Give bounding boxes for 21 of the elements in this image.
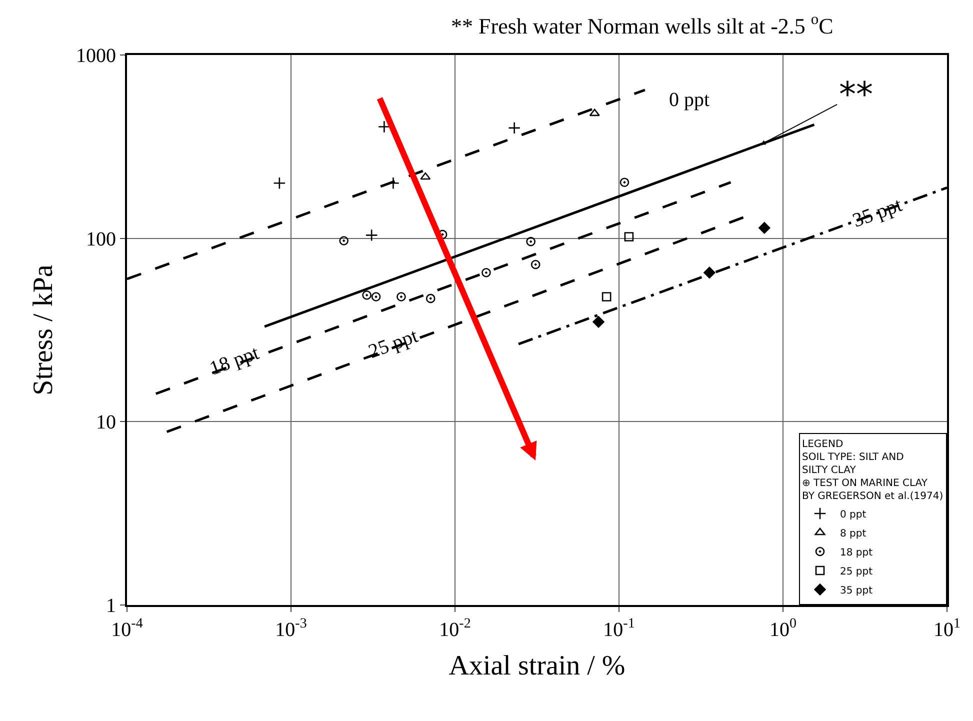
annotation: 0 ppt bbox=[669, 89, 710, 111]
y-tick-label: 1000 bbox=[76, 45, 116, 67]
x-axis-title: Axial strain / % bbox=[448, 650, 626, 682]
legend-label: 18 ppt bbox=[840, 547, 873, 558]
legend-title: LEGEND SOIL TYPE: SILT AND SILTY CLAY ⊕ TEST ON MARINE CLAY BY GREGERSON et al.(1974) bbox=[802, 439, 944, 502]
legend-label: 35 ppt bbox=[840, 585, 873, 596]
x-tick-label: 10$^{-2}$ bbox=[439, 616, 471, 641]
chart-title: ** Fresh water Norman wells silt at -2.5 $^{o}$C bbox=[451, 11, 834, 38]
y-tick-label: 10 bbox=[96, 412, 116, 434]
legend-label: 8 ppt bbox=[840, 528, 866, 540]
y-tick-label: 1 bbox=[106, 595, 116, 617]
y-tick-label: 100 bbox=[86, 228, 116, 250]
x-tick-label: 10$^{-4}$ bbox=[111, 616, 143, 641]
legend-label: 25 ppt bbox=[840, 566, 873, 578]
x-tick-label: 10$^{0}$ bbox=[770, 616, 796, 641]
x-tick-label: 10$^{-3}$ bbox=[275, 616, 307, 641]
legend-label: 0 ppt bbox=[840, 509, 866, 520]
x-tick-label: 10$^{1}$ bbox=[934, 616, 960, 641]
x-tick-label: 10$^{-1}$ bbox=[603, 616, 635, 641]
annotation: ** bbox=[839, 75, 873, 115]
y-axis-title: Stress / kPa bbox=[28, 264, 60, 396]
